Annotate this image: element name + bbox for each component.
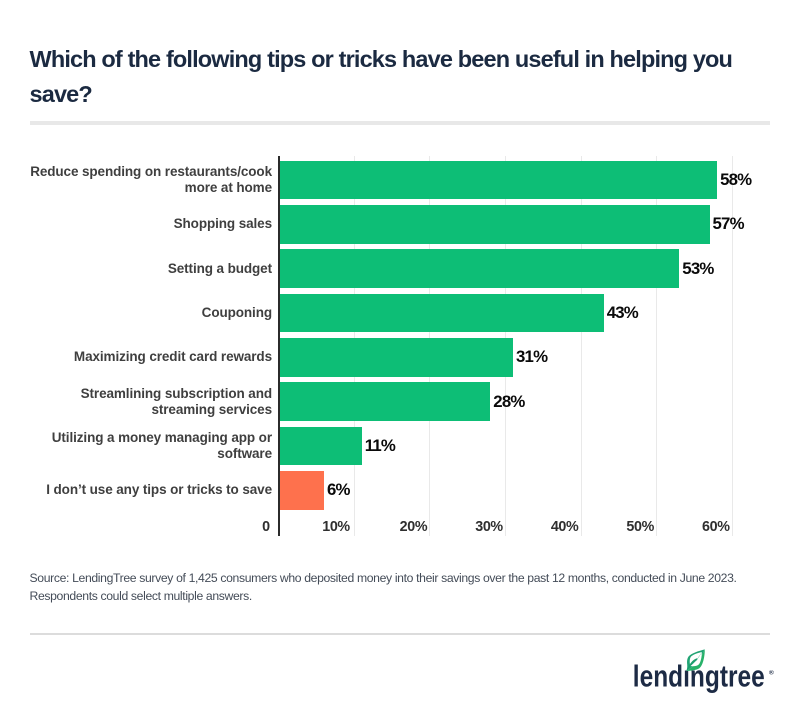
svg-text:®: ®	[769, 669, 774, 677]
